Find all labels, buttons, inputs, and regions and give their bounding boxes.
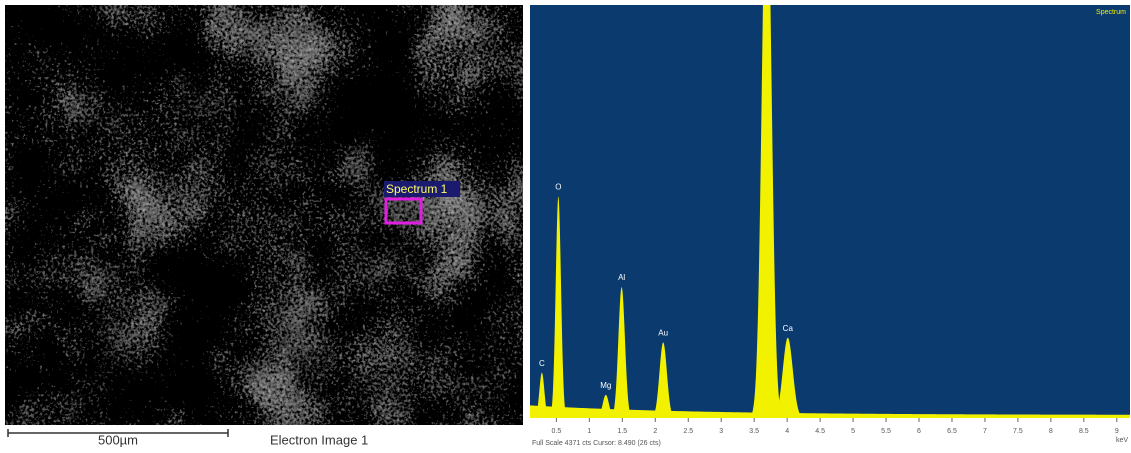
x-tick-label: 7	[983, 428, 987, 435]
x-tick-label: 0.5	[552, 428, 562, 435]
x-tick-label: 6.5	[947, 428, 957, 435]
x-tick-label: 5.5	[881, 428, 891, 435]
x-tick-label: 8.5	[1079, 428, 1089, 435]
footer: Full Scale 4371 cts Cursor: 8.490 (26 ct…	[532, 440, 661, 447]
x-unit: keV	[1116, 437, 1128, 444]
x-tick-label: 4	[785, 428, 789, 435]
x-tick-label: 9	[1115, 428, 1119, 435]
figure: Spectrum 1 500µm Electron Image 1 C O Mg Al…	[0, 0, 1131, 453]
x-tick-label: 1.5	[617, 428, 627, 435]
peak-label: Al	[618, 273, 625, 282]
x-tick-label: 5	[851, 428, 855, 435]
x-tick-label: 8	[1049, 428, 1053, 435]
peak-label: C	[539, 359, 545, 368]
x-tick-label: 2.5	[683, 428, 693, 435]
x-tick-label: 4.5	[815, 428, 825, 435]
peak-label: O	[555, 183, 561, 192]
x-tick-label: 7.5	[1013, 428, 1023, 435]
x-tick-label: 6	[917, 428, 921, 435]
sem-texture	[5, 5, 523, 425]
x-tick-label: 1	[587, 428, 591, 435]
scale-bar-label: 500µm	[98, 432, 138, 447]
region-label: Spectrum 1	[386, 182, 448, 196]
peak-label: Ca	[783, 324, 794, 333]
image-caption: Electron Image 1	[270, 432, 368, 447]
x-tick-label: 3	[719, 428, 723, 435]
legend: Spectrum	[1096, 9, 1126, 16]
x-tick-label: 2	[653, 428, 657, 435]
peak-label: Mg	[600, 381, 611, 390]
x-tick-label: 3.5	[749, 428, 759, 435]
peak-label: Au	[658, 329, 668, 338]
